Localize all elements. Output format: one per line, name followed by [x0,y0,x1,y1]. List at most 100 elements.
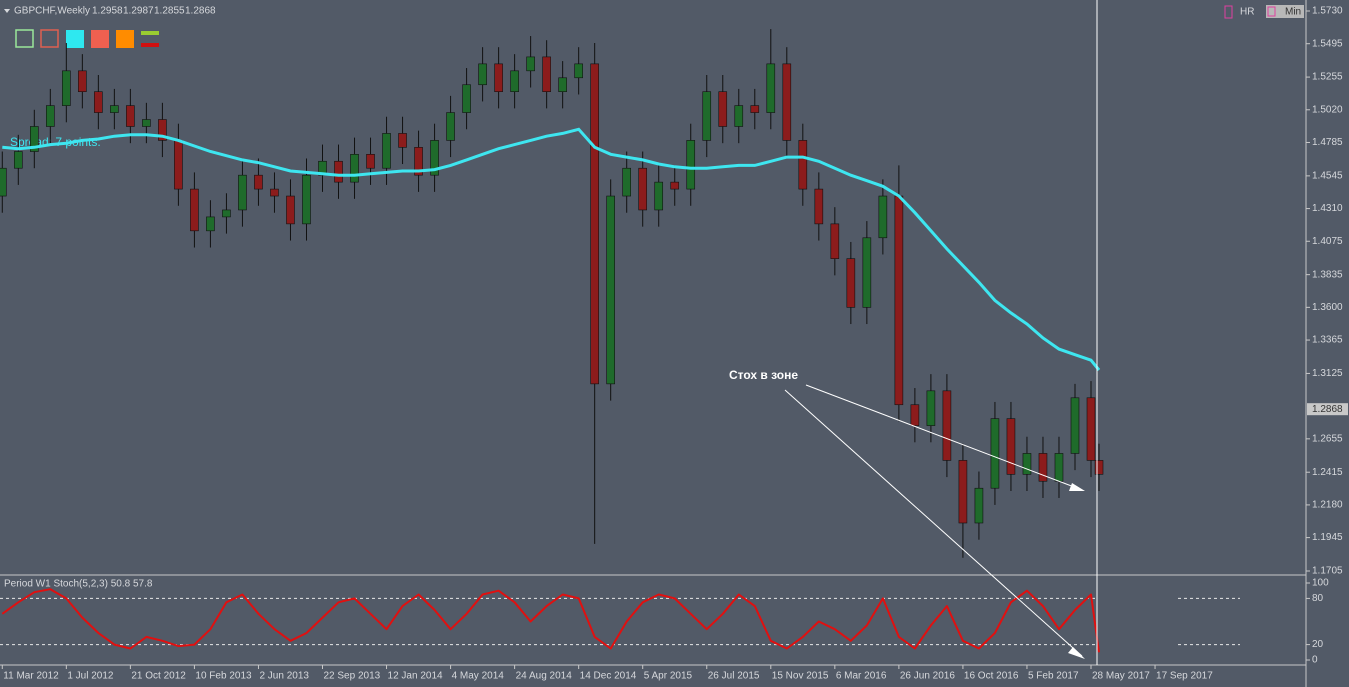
menu-arrow[interactable] [4,9,10,13]
color-box[interactable] [116,30,134,48]
color-box[interactable] [141,43,159,47]
y-tick-label: 1.2180 [1312,500,1343,511]
ohlc-value: 1.2958 [92,6,123,17]
x-tick-label: 14 Dec 2014 [580,671,637,682]
candle-body [190,188,199,232]
hr-button[interactable]: HR [1240,7,1254,18]
candle-body [158,119,167,141]
x-tick-label: 6 Mar 2016 [836,671,887,682]
annotation-arrows [784,384,1085,659]
x-tick-label: 21 Oct 2012 [131,671,186,682]
color-box[interactable] [66,30,84,48]
y-tick-label: 1.4310 [1312,203,1343,214]
y-tick-label: 1.4545 [1312,171,1343,182]
candle-body [286,195,295,225]
color-box[interactable] [15,29,34,48]
candle-body [206,216,215,232]
candle-body [334,160,343,183]
arrowhead [1069,483,1085,491]
candle-body [814,188,824,225]
candle-body [510,70,519,92]
x-tick-label: 5 Apr 2015 [644,671,693,682]
candle-body [222,209,231,218]
candle-body [878,195,888,239]
y-tick-label: 100 [1312,578,1329,589]
y-tick-label: 1.2655 [1312,433,1343,444]
y-tick-label: 80 [1312,593,1324,604]
x-tick-label: 22 Sep 2013 [323,671,380,682]
candle-body [462,84,471,113]
candle-body [78,70,87,92]
candle-body [1070,397,1080,454]
candle-body [990,418,1000,489]
candle-body [558,77,567,92]
y-tick-label: 1.3365 [1312,335,1343,346]
x-tick-label: 5 Feb 2017 [1028,671,1079,682]
candle-body [974,487,984,524]
candle-body [94,91,103,113]
y-tick-label: 0 [1312,655,1318,666]
candle-body [142,119,151,127]
candle-body [174,140,183,190]
color-box[interactable] [141,31,159,35]
candle-body [862,237,872,308]
y-tick-label: 1.5255 [1312,72,1343,83]
y-tick-label: 1.2415 [1312,467,1343,478]
symbol-title: GBPCHF,Weekly [14,6,90,17]
stochastic-line [1,588,1100,653]
ohlc-value: 1.2987 [123,6,154,17]
candle-body [750,105,760,113]
candle-body [494,63,503,92]
y-tick-label: 1.5495 [1312,38,1343,49]
x-tick-label: 24 Aug 2014 [516,671,573,682]
candle-body [846,258,856,308]
candle-body [526,56,535,72]
candle-body [382,133,391,169]
x-tick-label: 28 May 2017 [1092,671,1150,682]
candle-body [910,404,920,426]
y-tick-label: 1.5020 [1312,104,1343,115]
y-tick-label: 1.3125 [1312,368,1343,379]
x-tick-label: 15 Nov 2015 [772,671,829,682]
candle-body [126,105,135,127]
candle-body [638,167,648,211]
x-tick-label: 10 Feb 2013 [195,671,252,682]
x-tick-label: 26 Jul 2015 [708,671,760,682]
color-boxes [15,29,159,48]
candle-body [606,195,615,385]
color-box[interactable] [40,29,59,48]
candle-body [798,140,808,190]
candle-body [574,63,583,79]
candle-body [254,174,263,190]
arrowhead [1068,647,1085,659]
candle-body [542,56,551,92]
candle-body [1054,453,1064,482]
y-tick-label: 1.5730 [1312,6,1343,17]
candle-body [398,133,407,148]
y-tick-label: 1.3835 [1312,269,1343,280]
current-price-box [1307,403,1348,416]
candles [0,29,1104,558]
candle-body [926,390,936,426]
candle-body [686,140,696,190]
candle-body [302,174,311,225]
candle-body [238,174,247,211]
color-box[interactable] [91,30,109,48]
indicator-title: Period W1 Stoch(5,2,3) 50.8 57.8 [4,579,153,590]
min-icon [1267,6,1276,17]
candle-body [670,181,680,190]
candle-body [894,195,904,406]
candle-body [1006,418,1016,475]
candle-body [942,390,952,461]
candle-body [0,167,7,197]
candle-body [414,147,423,176]
y-tick-label: 1.4075 [1312,236,1343,247]
candle-body [13,151,23,169]
candle-body [270,188,279,197]
annotation: Стох в зоне [729,368,798,382]
arrow [805,384,1083,491]
min-button[interactable]: Min [1285,7,1301,18]
candle-body [1022,453,1032,475]
